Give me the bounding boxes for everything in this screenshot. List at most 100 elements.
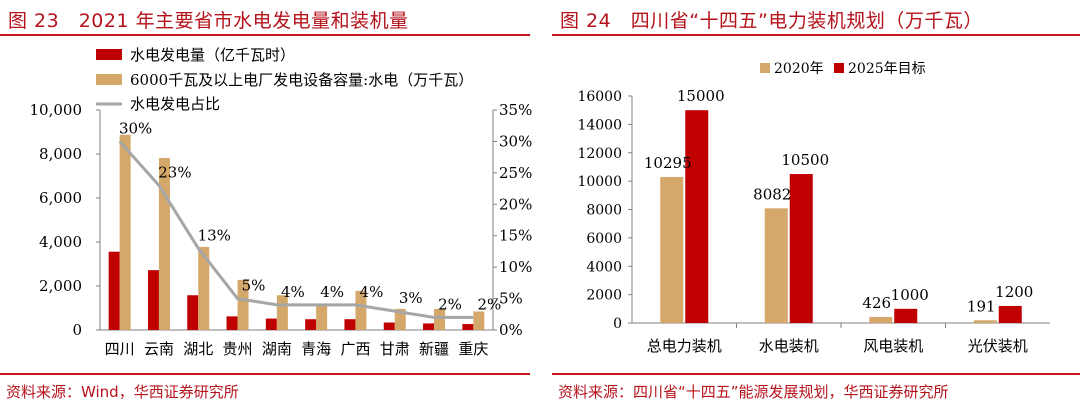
legend-swatch-2025 — [834, 63, 844, 73]
bar-generation-6 — [344, 319, 356, 330]
x-tick-label: 贵州 — [223, 340, 253, 358]
y2-tick-label: 15% — [499, 227, 532, 245]
y-tick-label: 6000 — [586, 231, 622, 247]
y-tick-label: 4000 — [586, 259, 622, 275]
bar-capacity-4 — [276, 295, 288, 330]
bar-capacity-2 — [198, 246, 210, 330]
bar-2025-3 — [998, 305, 1022, 323]
y-tick-label: 16000 — [577, 89, 622, 105]
y-tick-label: 4,000 — [39, 233, 82, 251]
x-tick-label: 光伏装机 — [968, 337, 1028, 355]
legend-swatch-capacity — [96, 74, 122, 85]
bar-generation-8 — [423, 323, 435, 330]
share-label-1: 23% — [158, 163, 191, 181]
bar-2020-1 — [764, 208, 788, 323]
source-rule — [552, 373, 1080, 375]
share-label-2: 13% — [198, 226, 231, 244]
share-label-5: 4% — [320, 283, 344, 301]
bar-generation-5 — [305, 319, 317, 330]
title-rule — [0, 34, 530, 36]
y-tick-label: 8000 — [586, 203, 622, 219]
y-tick-label: 8,000 — [39, 145, 82, 163]
bar-capacity-6 — [355, 290, 367, 330]
share-label-3: 5% — [242, 277, 266, 295]
y-tick-label: 10,000 — [30, 101, 83, 119]
y2-tick-label: 25% — [499, 164, 532, 182]
bar-2025-2 — [894, 308, 918, 323]
y2-tick-label: 10% — [499, 258, 532, 276]
legend-label-generation: 水电发电量（亿千瓦时） — [130, 46, 295, 64]
share-label-9: 2% — [477, 295, 501, 313]
value-label-2020-1: 8082 — [753, 185, 791, 203]
x-tick-label: 水电装机 — [759, 337, 819, 355]
y-tick-label: 6,000 — [39, 189, 82, 207]
y2-tick-label: 0% — [499, 321, 523, 339]
y-tick-label: 10000 — [577, 174, 622, 190]
x-tick-label: 新疆 — [419, 340, 449, 358]
value-label-2020-3: 191 — [967, 297, 996, 315]
bar-generation-4 — [265, 318, 277, 330]
legend-label-2020: 2020年 — [774, 61, 824, 77]
x-tick-label: 湖北 — [183, 340, 213, 358]
x-tick-label: 重庆 — [458, 340, 488, 358]
value-label-2025-2: 1000 — [891, 286, 929, 304]
bar-2025-1 — [789, 174, 813, 323]
left-figure-panel: 图 23 2021 年主要省市水电发电量和装机量 水电发电量（亿千瓦时） 6000… — [0, 0, 533, 413]
bar-capacity-0 — [119, 134, 131, 330]
bar-capacity-5 — [316, 303, 328, 330]
share-label-8: 2% — [438, 295, 462, 313]
bar-capacity-1 — [158, 157, 170, 330]
y-tick-label: 12000 — [577, 146, 622, 162]
bar-generation-2 — [187, 295, 199, 330]
legend-swatch-generation — [96, 49, 122, 60]
figure-24-title: 图 24 四川省“十四五”电力装机规划（万千瓦） — [560, 10, 983, 32]
x-tick-label: 总电力装机 — [647, 337, 722, 355]
y-tick-label: 14000 — [577, 117, 622, 133]
share-line — [118, 140, 474, 319]
x-tick-label: 广西 — [340, 340, 370, 358]
legend-label-share: 水电发电占比 — [130, 95, 220, 113]
bar-2020-0 — [660, 176, 684, 323]
legend-label-capacity: 6000千瓦及以上电厂发电设备容量:水电（万千瓦） — [130, 71, 473, 89]
share-label-6: 4% — [360, 283, 384, 301]
figure-23-source: 资料来源：Wind，华西证券研究所 — [6, 383, 239, 401]
bar-generation-9 — [462, 324, 474, 330]
value-label-2025-1: 10500 — [781, 151, 829, 169]
legend-swatch-2020 — [760, 63, 770, 73]
bar-generation-0 — [108, 251, 120, 330]
value-label-2025-3: 1200 — [995, 283, 1033, 301]
x-tick-label: 风电装机 — [863, 337, 923, 355]
x-tick-label: 青海 — [301, 340, 331, 358]
bar-capacity-9 — [473, 311, 485, 330]
y2-tick-label: 5% — [499, 290, 523, 308]
bar-2025-0 — [685, 110, 709, 323]
x-tick-label: 云南 — [144, 340, 174, 358]
y-tick-label: 2000 — [586, 288, 622, 304]
bar-capacity-8 — [434, 308, 446, 330]
value-label-2025-0: 15000 — [677, 87, 725, 105]
figure-23-title: 图 23 2021 年主要省市水电发电量和装机量 — [8, 10, 409, 32]
title-rule — [552, 34, 1080, 36]
x-tick-label: 湖南 — [262, 340, 292, 358]
right-figure-panel: 图 24 四川省“十四五”电力装机规划（万千瓦） 2020年 2025年目标 0 20… — [552, 0, 1080, 413]
y-tick-label: 2,000 — [39, 277, 82, 295]
bar-2020-3 — [973, 320, 997, 323]
value-label-2020-2: 426 — [862, 294, 891, 312]
y2-tick-label: 35% — [499, 101, 532, 119]
bar-2020-2 — [869, 316, 893, 323]
source-rule — [0, 373, 530, 375]
y-tick-label: 0 — [613, 316, 622, 332]
figure-24-source: 资料来源：四川省“十四五”能源发展规划，华西证券研究所 — [558, 383, 949, 401]
y2-tick-label: 20% — [499, 195, 532, 213]
y-tick-label: 0 — [72, 321, 82, 339]
share-label-0: 30% — [119, 119, 152, 137]
share-label-7: 3% — [399, 289, 423, 307]
value-label-2020-0: 10295 — [644, 154, 692, 172]
bar-capacity-3 — [237, 279, 249, 330]
x-tick-label: 甘肃 — [380, 340, 410, 358]
share-label-4: 4% — [281, 283, 305, 301]
bar-capacity-7 — [394, 308, 406, 330]
hydropower-province-chart: 水电发电量（亿千瓦时） 6000千瓦及以上电厂发电设备容量:水电（万千瓦） 水电发电… — [30, 46, 533, 358]
bar-generation-3 — [226, 316, 238, 330]
sichuan-capacity-plan-chart: 2020年 2025年目标 0 2000 4000 6000 8000 10000 12000 1… — [577, 61, 1050, 355]
